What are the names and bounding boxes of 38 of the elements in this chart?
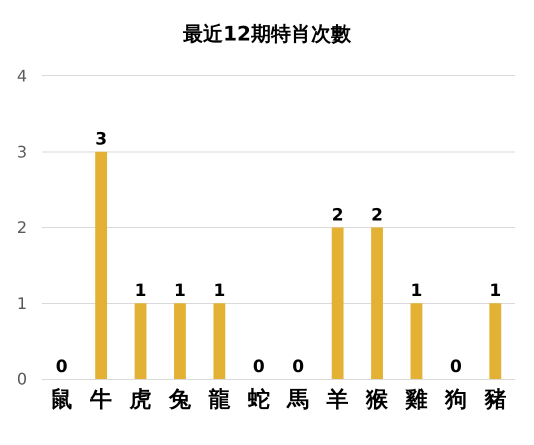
- y-tick-label: 4: [16, 66, 27, 86]
- data-label: 3: [95, 130, 108, 150]
- x-tick-label: 馬: [286, 386, 310, 412]
- x-tick-label: 狗: [444, 386, 467, 412]
- x-tick-label: 蛇: [246, 386, 270, 412]
- data-label: 1: [410, 281, 422, 302]
- bar: [174, 303, 186, 379]
- data-label: 1: [489, 281, 502, 302]
- data-label: 2: [332, 205, 344, 226]
- bar: [489, 303, 502, 379]
- bar: [95, 152, 108, 379]
- data-label: 0: [252, 356, 265, 377]
- x-tick-label: 牛: [89, 386, 112, 412]
- data-label: 0: [56, 356, 68, 377]
- bar: [410, 303, 422, 379]
- x-tick-label: 虎: [128, 386, 152, 412]
- data-label: 0: [450, 356, 462, 377]
- y-tick-label: 0: [16, 370, 27, 389]
- bar: [134, 303, 146, 379]
- bar: [213, 303, 226, 379]
- chart-title: 最近12期特肖次數: [182, 21, 352, 46]
- bar: [332, 228, 344, 379]
- y-tick-label: 3: [16, 142, 27, 162]
- x-tick-label: 兔: [168, 386, 191, 412]
- data-label: 1: [134, 281, 146, 302]
- y-tick-label: 1: [16, 294, 27, 313]
- x-tick-label: 龍: [207, 386, 230, 412]
- y-tick-label: 2: [16, 218, 27, 238]
- x-tick-label: 猴: [365, 386, 390, 412]
- data-label: 0: [292, 356, 304, 377]
- data-label: 2: [371, 205, 383, 226]
- x-tick-label: 鼠: [50, 386, 73, 412]
- x-tick-label: 豬: [483, 386, 506, 412]
- bar: [371, 228, 383, 379]
- x-tick-label: 羊: [326, 386, 349, 412]
- data-label: 1: [213, 281, 226, 301]
- data-label: 1: [174, 281, 186, 302]
- x-tick-label: 雞: [404, 386, 428, 412]
